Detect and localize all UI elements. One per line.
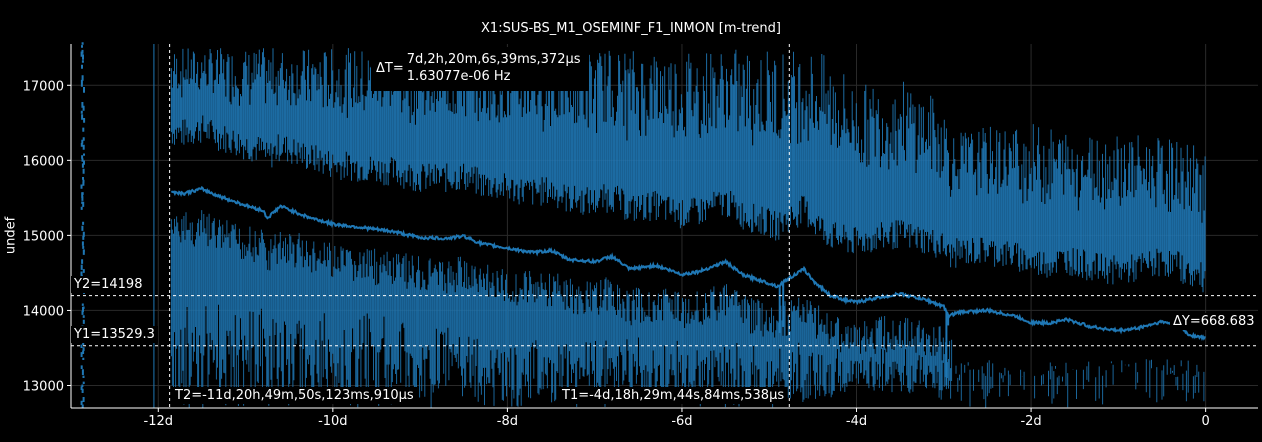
series-max-band — [170, 47, 1206, 293]
delta-t-symbol: ΔT= — [376, 61, 404, 76]
delta-t-box: ΔT= 7d,2h,20m,6s,39ms,372µs 1.63077e-06 … — [371, 47, 589, 91]
y-tick-label: 14000 — [23, 304, 64, 319]
series-left-strip — [80, 42, 86, 408]
delta-t-frequency: 1.63077e-06 Hz — [406, 69, 511, 84]
t2-cursor-label: T2=-11d,20h,49m,50s,123ms,910µs — [172, 387, 417, 404]
x-tick-label: -4d — [846, 414, 867, 429]
series-min-band — [170, 210, 1205, 408]
x-tick-label: -6d — [671, 414, 692, 429]
chart-title: X1:SUS-BS_M1_OSEMINF_F1_INMON [m-trend] — [481, 21, 781, 36]
y-axis-label: undef — [3, 216, 19, 255]
y-tick-label: 16000 — [23, 154, 64, 169]
y-tick-label: 17000 — [23, 79, 64, 94]
delta-y-label: ΔY=668.683 — [1170, 313, 1258, 330]
x-tick-label: -2d — [1020, 414, 1041, 429]
series-mean-line — [170, 185, 1206, 342]
y2-cursor-label: Y2=14198 — [71, 276, 146, 293]
cursor-lines[interactable] — [71, 44, 1258, 408]
tick-labels: -12d -10d -8d -6d -4d -2d 0 13000 14000 15000 1600… — [23, 79, 1210, 429]
y-tick-label: 15000 — [23, 229, 64, 244]
y-tick-label: 13000 — [23, 379, 64, 394]
x-tick-label: -8d — [497, 414, 518, 429]
axes-frame — [70, 44, 1258, 409]
x-tick-label: 0 — [1201, 414, 1209, 429]
y1-cursor-label: Y1=13529.3 — [71, 326, 158, 343]
x-tick-label: -10d — [318, 414, 348, 429]
series-layer — [80, 42, 1206, 408]
delta-t-value: 7d,2h,20m,6s,39ms,372µs — [406, 52, 581, 67]
t1-cursor-label: T1=-4d,18h,29m,44s,84ms,538µs — [559, 387, 788, 404]
x-tick-label: -12d — [144, 414, 174, 429]
